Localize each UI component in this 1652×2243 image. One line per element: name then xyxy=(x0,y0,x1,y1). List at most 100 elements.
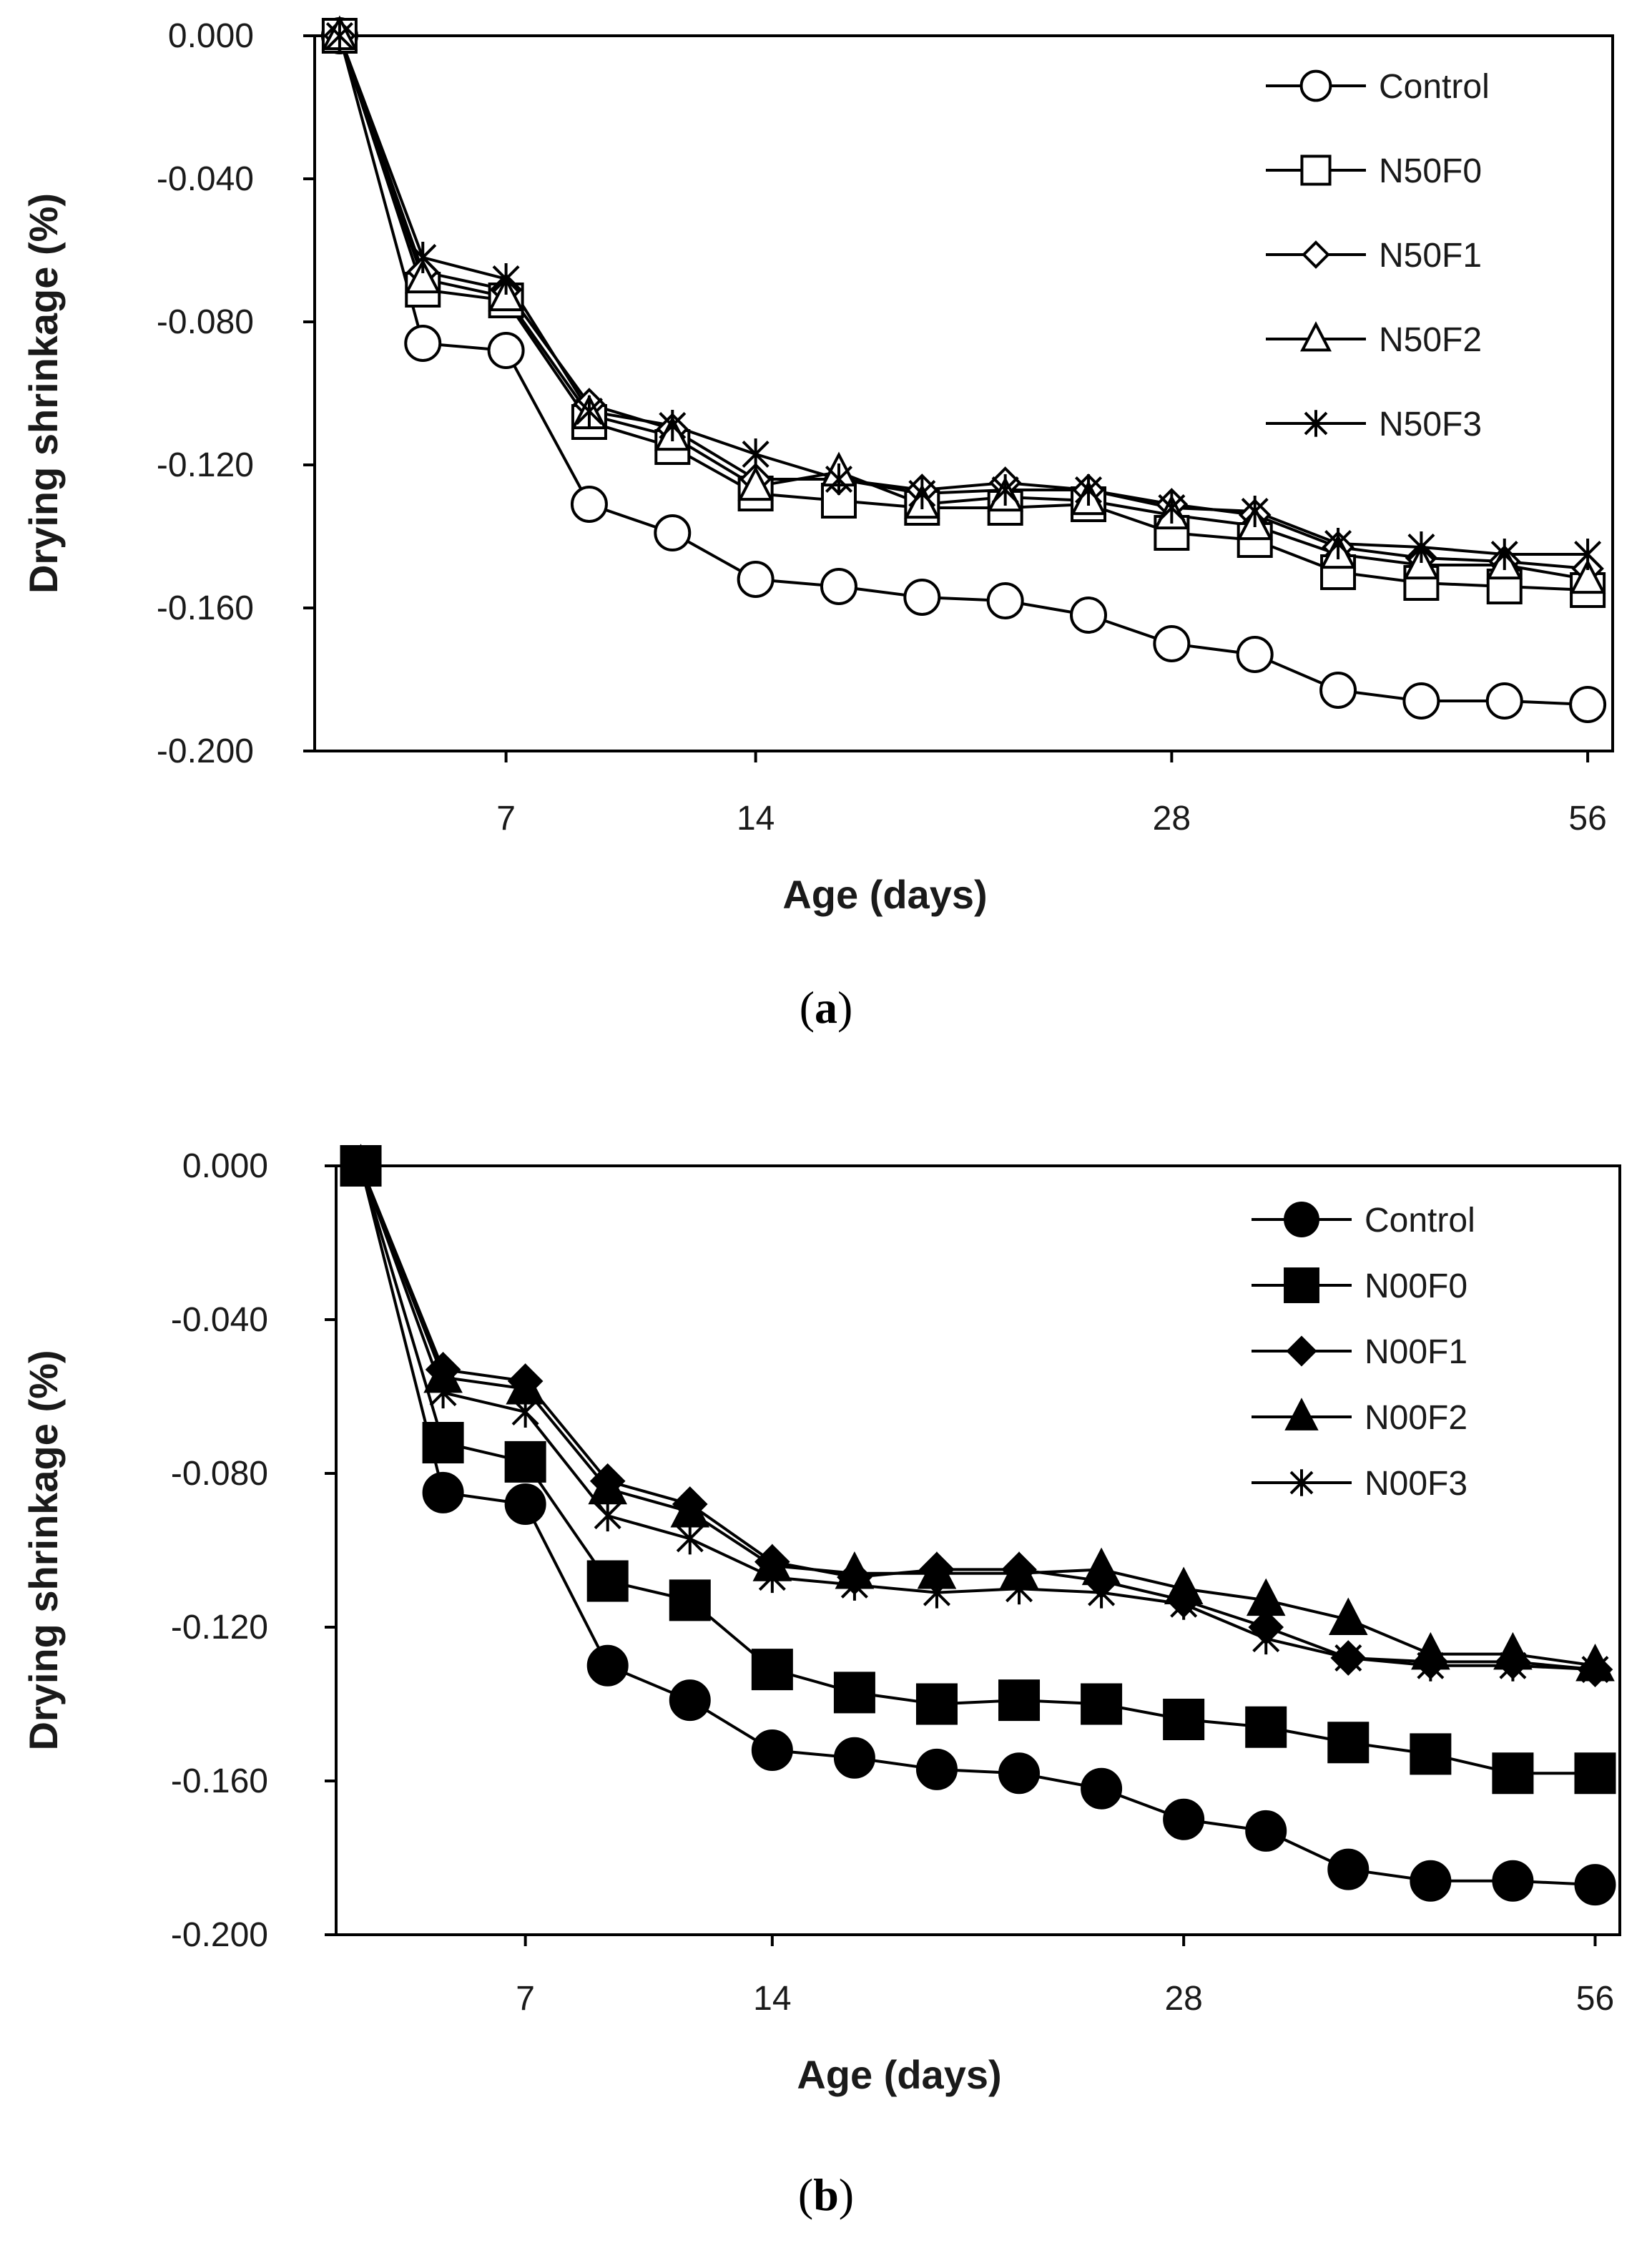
data-point-n00f0 xyxy=(669,1579,711,1621)
x-axis-label: Age (days) xyxy=(782,872,987,917)
data-point-control xyxy=(1569,686,1607,723)
data-point-control xyxy=(1492,1860,1534,1902)
x-axis-label: Age (days) xyxy=(797,2052,1001,2097)
data-point-n00f0 xyxy=(915,1683,958,1725)
panel-caption: (a) xyxy=(800,982,853,1033)
x-tick-label: 7 xyxy=(516,1980,535,2018)
legend-marker-control xyxy=(1284,1202,1319,1237)
data-point-control xyxy=(833,1737,875,1779)
y-tick-label: -0.120 xyxy=(171,1609,268,1646)
data-point-n00f3 xyxy=(1088,1576,1116,1609)
legend-marker-n00f3 xyxy=(1289,1469,1314,1496)
y-tick-label: -0.080 xyxy=(157,303,254,341)
x-tick-label: 14 xyxy=(737,800,775,838)
chart-a: 0.000 -0.040 -0.080 -0.120 -0.160 -0.200 7 14 28… xyxy=(21,15,1614,1033)
data-point-n50f3 xyxy=(575,396,603,427)
data-point-n00f2 xyxy=(1246,1578,1286,1616)
legend-marker-n50f0 xyxy=(1300,154,1332,186)
data-point-control xyxy=(1485,682,1523,720)
data-point-n00f3 xyxy=(1499,1649,1527,1682)
series-line-n50f1 xyxy=(338,35,1588,570)
data-point-control xyxy=(986,582,1024,619)
data-point-n00f3 xyxy=(1170,1588,1198,1620)
legend-marker-n00f0 xyxy=(1284,1267,1319,1303)
data-point-n00f3 xyxy=(923,1576,950,1609)
legend-marker-n00f2 xyxy=(1284,1398,1319,1430)
x-tick-label: 56 xyxy=(1576,1980,1614,2018)
y-tick-label: 0.000 xyxy=(168,17,254,55)
series-line-control xyxy=(338,35,1588,706)
legend-marker-n00f1 xyxy=(1286,1335,1317,1367)
data-point-n00f3 xyxy=(758,1561,786,1594)
data-point-n00f3 xyxy=(594,1500,621,1532)
data-point-control xyxy=(903,579,941,616)
legend-label: N00F2 xyxy=(1365,1399,1467,1437)
data-point-control xyxy=(570,486,608,523)
data-point-n00f0 xyxy=(1574,1752,1616,1795)
data-point-n00f3 xyxy=(511,1396,539,1428)
data-point-n00f3 xyxy=(1417,1649,1445,1682)
data-point-n00f3 xyxy=(1252,1623,1280,1655)
legend-label: N00F0 xyxy=(1365,1267,1467,1305)
data-point-n50f3 xyxy=(991,474,1019,506)
y-tick-label: -0.200 xyxy=(157,732,254,770)
chart-b: 0.000 -0.040 -0.080 -0.120 -0.160 -0.200 7 14 28… xyxy=(21,1144,1621,2220)
data-point-control xyxy=(737,561,775,598)
data-point-control xyxy=(820,568,857,605)
data-point-n00f3 xyxy=(429,1377,457,1409)
legend-label: N50F1 xyxy=(1379,237,1482,275)
legend-label: N00F1 xyxy=(1365,1333,1467,1371)
data-point-n50f3 xyxy=(1324,528,1352,559)
data-point-n00f0 xyxy=(1410,1733,1452,1775)
series-line-control xyxy=(359,1165,1596,1887)
data-point-control xyxy=(404,325,442,362)
data-point-control xyxy=(504,1483,546,1525)
legend-label: Control xyxy=(1379,68,1490,106)
y-axis-label: Drying shrinkage (%) xyxy=(21,1350,66,1750)
data-point-n50f3 xyxy=(1574,539,1602,570)
data-point-n50f3 xyxy=(492,263,520,295)
data-point-control xyxy=(751,1729,793,1771)
data-point-control xyxy=(422,1471,464,1513)
plot-frame xyxy=(313,34,1614,752)
legend-marker-control xyxy=(1299,69,1332,102)
data-point-n50f2 xyxy=(404,258,441,294)
data-point-n00f0 xyxy=(1081,1683,1123,1725)
series-line-n50f2 xyxy=(338,35,1588,581)
series-line-n00f1 xyxy=(359,1165,1596,1672)
legend-label: N00F3 xyxy=(1365,1465,1467,1503)
data-point-n50f3 xyxy=(1490,539,1518,570)
data-point-control xyxy=(669,1679,711,1722)
panel-caption: (b) xyxy=(798,2169,854,2220)
y-tick-label: -0.040 xyxy=(157,160,254,198)
series-line-n00f2 xyxy=(359,1165,1596,1667)
legend-label: N50F3 xyxy=(1379,406,1482,443)
data-point-control xyxy=(1319,672,1357,709)
legend-label: N50F2 xyxy=(1379,321,1482,359)
data-point-n50f3 xyxy=(742,438,770,470)
x-tick-label: 14 xyxy=(753,1980,791,2018)
x-tick-label: 28 xyxy=(1153,800,1191,838)
data-point-n50f3 xyxy=(908,478,936,509)
data-point-n00f0 xyxy=(504,1440,546,1483)
data-point-control xyxy=(1574,1864,1616,1906)
y-tick-label: -0.160 xyxy=(171,1762,268,1800)
data-point-control xyxy=(1236,636,1274,673)
data-point-n50f3 xyxy=(1241,496,1269,527)
data-point-control xyxy=(915,1748,958,1790)
data-point-n00f0 xyxy=(1245,1706,1287,1748)
data-point-n00f3 xyxy=(1006,1573,1033,1605)
y-tick-label: -0.120 xyxy=(157,446,254,484)
data-point-control xyxy=(998,1752,1041,1795)
y-tick-label: -0.080 xyxy=(171,1455,268,1493)
legend-label: N50F0 xyxy=(1379,152,1482,190)
data-point-n00f0 xyxy=(1327,1722,1370,1764)
data-point-n00f3 xyxy=(1581,1654,1609,1686)
data-point-control xyxy=(1410,1860,1452,1902)
data-point-n50f2 xyxy=(1569,559,1606,594)
y-tick-label: -0.160 xyxy=(157,589,254,627)
data-point-n50f3 xyxy=(825,463,852,495)
data-point-control xyxy=(654,514,692,551)
legend-marker-n50f1 xyxy=(1302,240,1330,269)
